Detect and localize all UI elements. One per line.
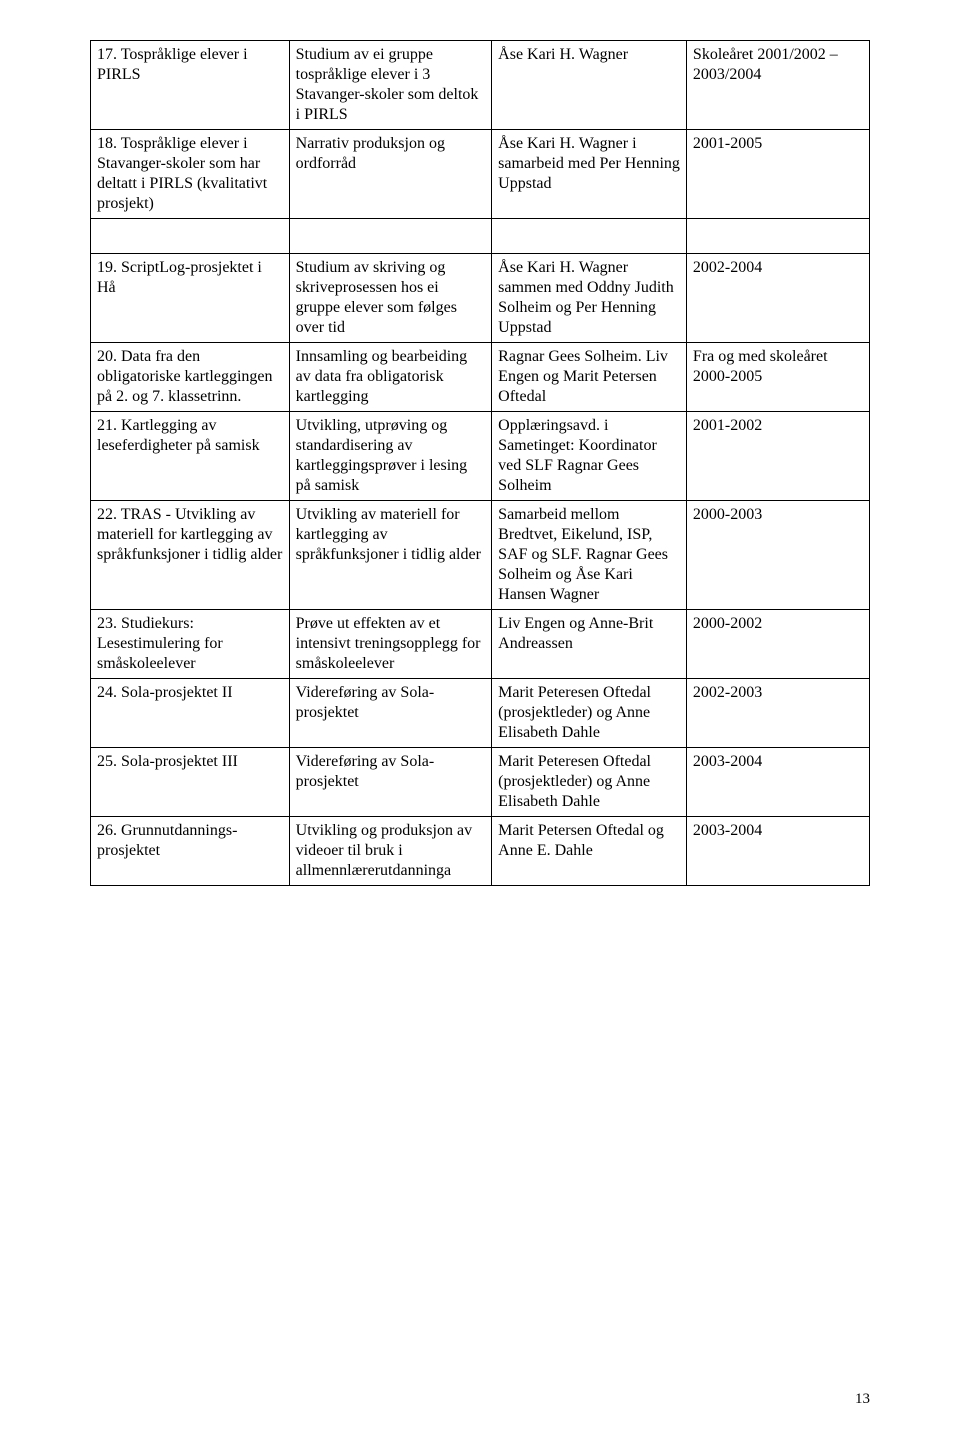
table-spacer-row xyxy=(91,219,870,254)
cell-period: 2002-2004 xyxy=(686,254,869,343)
cell-description: Innsamling og bearbeiding av data fra ob… xyxy=(289,343,492,412)
cell-people: Opplæringsavd. i Sametinget: Koordinator… xyxy=(492,412,687,501)
cell-people: Åse Kari H. Wagner xyxy=(492,41,687,130)
page-number: 13 xyxy=(855,1391,870,1408)
cell-project: 25. Sola-prosjektet III xyxy=(91,748,290,817)
cell-people: Marit Petersen Oftedal og Anne E. Dahle xyxy=(492,817,687,886)
cell-people: Liv Engen og Anne-Brit Andreassen xyxy=(492,610,687,679)
table-row: 23. Studiekurs: Lesestimulering for smås… xyxy=(91,610,870,679)
cell-period: 2003-2004 xyxy=(686,748,869,817)
table-row: 24. Sola-prosjektet II Videreføring av S… xyxy=(91,679,870,748)
table-row: 18. Tospråklige elever i Stavanger-skole… xyxy=(91,130,870,219)
cell-project: 26. Grunnutdannings-prosjektet xyxy=(91,817,290,886)
table-row: 17. Tospråklige elever i PIRLS Studium a… xyxy=(91,41,870,130)
cell-period: 2002-2003 xyxy=(686,679,869,748)
cell-people: Marit Peteresen Oftedal (prosjektleder) … xyxy=(492,679,687,748)
table-row: 21. Kartlegging av leseferdigheter på sa… xyxy=(91,412,870,501)
cell-project: 19. ScriptLog-prosjektet i Hå xyxy=(91,254,290,343)
cell-period: 2000-2002 xyxy=(686,610,869,679)
cell-period: Skoleåret 2001/2002 – 2003/2004 xyxy=(686,41,869,130)
table-row: 26. Grunnutdannings-prosjektet Utvikling… xyxy=(91,817,870,886)
cell-project: 21. Kartlegging av leseferdigheter på sa… xyxy=(91,412,290,501)
cell-description: Videreføring av Sola-prosjektet xyxy=(289,748,492,817)
cell-project: 22. TRAS - Utvikling av materiell for ka… xyxy=(91,501,290,610)
cell-description: Utvikling og produksjon av videoer til b… xyxy=(289,817,492,886)
cell-period: 2000-2003 xyxy=(686,501,869,610)
cell-period: Fra og med skoleåret 2000-2005 xyxy=(686,343,869,412)
cell-people: Åse Kari H. Wagner i samarbeid med Per H… xyxy=(492,130,687,219)
cell-people: Ragnar Gees Solheim. Liv Engen og Marit … xyxy=(492,343,687,412)
cell-period: 2001-2002 xyxy=(686,412,869,501)
cell-description: Utvikling, utprøving og standardisering … xyxy=(289,412,492,501)
cell-description: Utvikling av materiell for kartlegging a… xyxy=(289,501,492,610)
cell-period: 2001-2005 xyxy=(686,130,869,219)
document-page: 17. Tospråklige elever i PIRLS Studium a… xyxy=(0,0,960,1448)
cell-project: 18. Tospråklige elever i Stavanger-skole… xyxy=(91,130,290,219)
cell-description: Prøve ut effekten av et intensivt trenin… xyxy=(289,610,492,679)
table-row: 19. ScriptLog-prosjektet i Hå Studium av… xyxy=(91,254,870,343)
cell-project: 17. Tospråklige elever i PIRLS xyxy=(91,41,290,130)
cell-description: Videreføring av Sola-prosjektet xyxy=(289,679,492,748)
cell-people: Marit Peteresen Oftedal (prosjektleder) … xyxy=(492,748,687,817)
cell-project: 24. Sola-prosjektet II xyxy=(91,679,290,748)
cell-description: Studium av skriving og skriveprosessen h… xyxy=(289,254,492,343)
projects-table: 17. Tospråklige elever i PIRLS Studium a… xyxy=(90,40,870,886)
cell-period: 2003-2004 xyxy=(686,817,869,886)
cell-description: Narrativ produksjon og ordforråd xyxy=(289,130,492,219)
cell-description: Studium av ei gruppe tospråklige elever … xyxy=(289,41,492,130)
cell-project: 23. Studiekurs: Lesestimulering for smås… xyxy=(91,610,290,679)
cell-people: Samarbeid mellom Bredtvet, Eikelund, ISP… xyxy=(492,501,687,610)
cell-project: 20. Data fra den obligatoriske kartleggi… xyxy=(91,343,290,412)
table-row: 22. TRAS - Utvikling av materiell for ka… xyxy=(91,501,870,610)
table-row: 20. Data fra den obligatoriske kartleggi… xyxy=(91,343,870,412)
table-row: 25. Sola-prosjektet III Videreføring av … xyxy=(91,748,870,817)
cell-people: Åse Kari H. Wagner sammen med Oddny Judi… xyxy=(492,254,687,343)
